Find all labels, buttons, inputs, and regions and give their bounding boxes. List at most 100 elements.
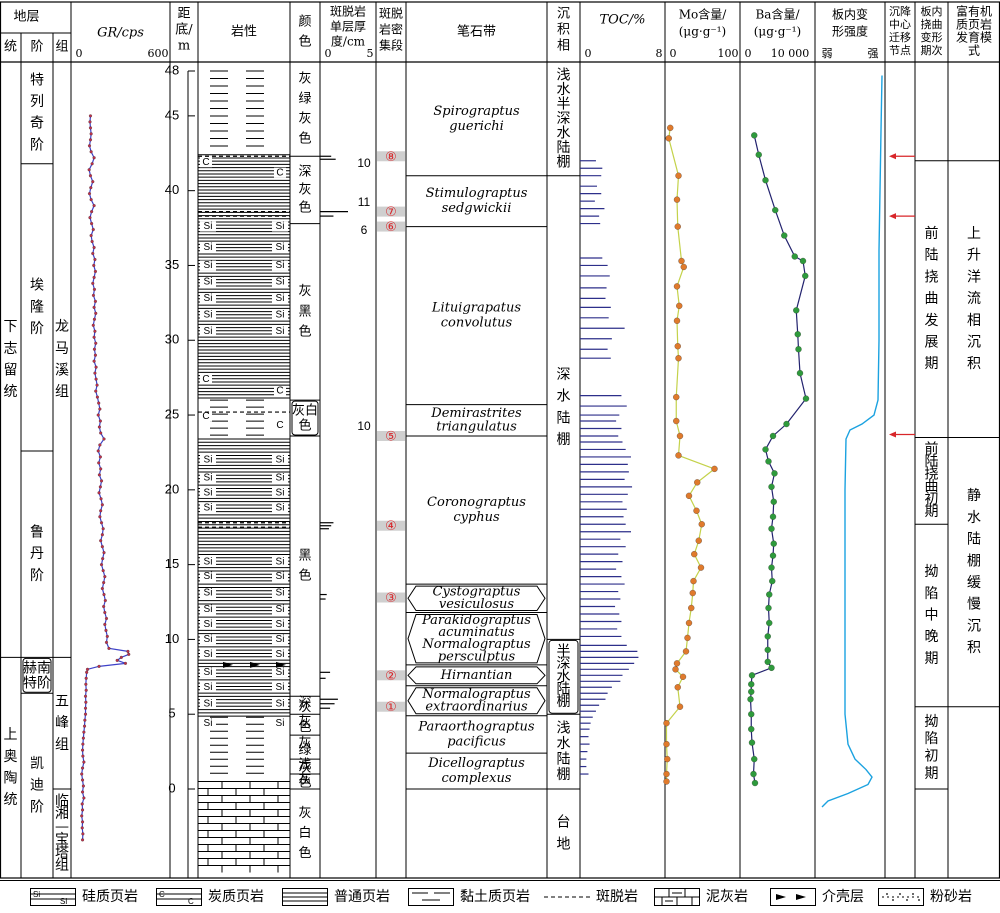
gr-point [87,192,92,196]
cluster-band [377,701,405,712]
gr-point [90,239,94,244]
char-glyph: 绿 [298,92,311,107]
depth-tick-label: 48 [165,62,179,77]
cluster-band [377,670,405,681]
gr-point [81,820,85,824]
mode-header-line: 式 [968,44,980,58]
legend-label: 介壳层 [822,889,864,905]
ba-point [783,420,790,428]
gr-point [99,563,104,567]
mo-point [663,720,670,727]
zone-name: Demirastrites [430,406,522,421]
char-glyph: 前 [925,441,939,458]
siliceous-symbol: Si [276,242,285,253]
ba-point [769,577,776,585]
char-glyph: 陆 [967,532,981,548]
mo-point [667,124,674,131]
gr-point [81,754,85,758]
mo-point [664,755,671,763]
gr-point [98,443,102,447]
depth-axis: 48 45 40 35 30 25 20 15 10 5 0 [165,62,195,878]
cluster-header-line: 斑脱 [379,6,403,21]
stage-label: 凯迪阶 [30,756,44,815]
cluster-number: ③ [385,591,397,606]
facies-header-line: 积 [557,23,570,38]
gr-point [104,628,108,632]
si-box [200,588,216,599]
char-glyph: 埃 [30,278,44,294]
char-glyph: 陷 [925,731,939,747]
gr-point [83,718,87,722]
gr-point [96,413,100,417]
zone-name: triangulatus [436,420,517,435]
cluster-number: ② [385,669,397,684]
gr-point [103,575,107,579]
zone-name: sedgwickii [442,201,512,216]
gr-point [102,592,106,597]
si-box [272,502,288,513]
mo-point [675,172,682,179]
rock-color-label: 灰黑色 [298,284,311,339]
mo-point [685,619,693,627]
ba-point [802,395,810,402]
zone-name: Parakidograptus [421,613,531,628]
rock-color-label: 深灰 [298,696,311,715]
gr-point [92,263,96,268]
mo-point [698,521,705,528]
char-glyph: 浅 [557,67,571,83]
cluster-number: ⑧ [385,150,397,165]
gr-point [83,712,88,716]
migration-arrowhead [889,213,896,220]
ba-point [769,513,777,520]
gr-point [98,515,102,519]
char-glyph: 中 [925,607,939,623]
gr-point [91,251,95,256]
siliceous-symbol: Si [204,293,213,304]
char-glyph: 凯 [30,756,44,772]
siliceous-symbol: Si [276,502,285,513]
bed-thickness-label: 11 [358,195,371,209]
depth-header-line: 底/ [175,22,193,38]
si-box [200,276,216,287]
siliceous-symbol: Si [204,260,213,271]
gr-point [81,742,85,746]
si-box [200,260,216,271]
ba-point [772,206,779,214]
char-glyph: 洋 [967,269,981,285]
depth-tick-label: 30 [165,332,179,347]
siliceous-symbol: Si [276,571,285,582]
gr-point [91,323,95,327]
rock-color-label: 灰白 [292,403,318,419]
char-glyph: 灰 [298,72,311,87]
c-box [274,386,286,397]
char-glyph: 组 [55,384,69,400]
gr-point [97,473,101,477]
mo-point [674,684,681,691]
cluster-number: ⑦ [385,205,397,220]
gr-point [81,808,85,812]
char-glyph: 慢 [967,596,981,613]
gr-point [94,341,98,345]
mo-axis-min: 0 [670,47,677,60]
si-box [272,556,288,567]
si-box [272,682,288,693]
si-box [200,309,216,320]
char-glyph: 浅 [557,720,571,736]
siliceous-symbol: Si [204,667,213,678]
carbonaceous-symbol: C [202,374,209,385]
mo-header-line: (μg·g⁻¹) [679,25,726,39]
c-box [200,374,212,385]
bed-axis-max: 5 [367,47,374,60]
ba-point [764,633,771,640]
char-glyph: 五 [55,693,69,709]
legend-label: 斑脱岩 [596,889,638,905]
cluster-band [377,520,405,531]
si-box [272,326,288,337]
ba-point [781,232,788,239]
si-box [200,293,216,304]
si-box [200,718,216,729]
